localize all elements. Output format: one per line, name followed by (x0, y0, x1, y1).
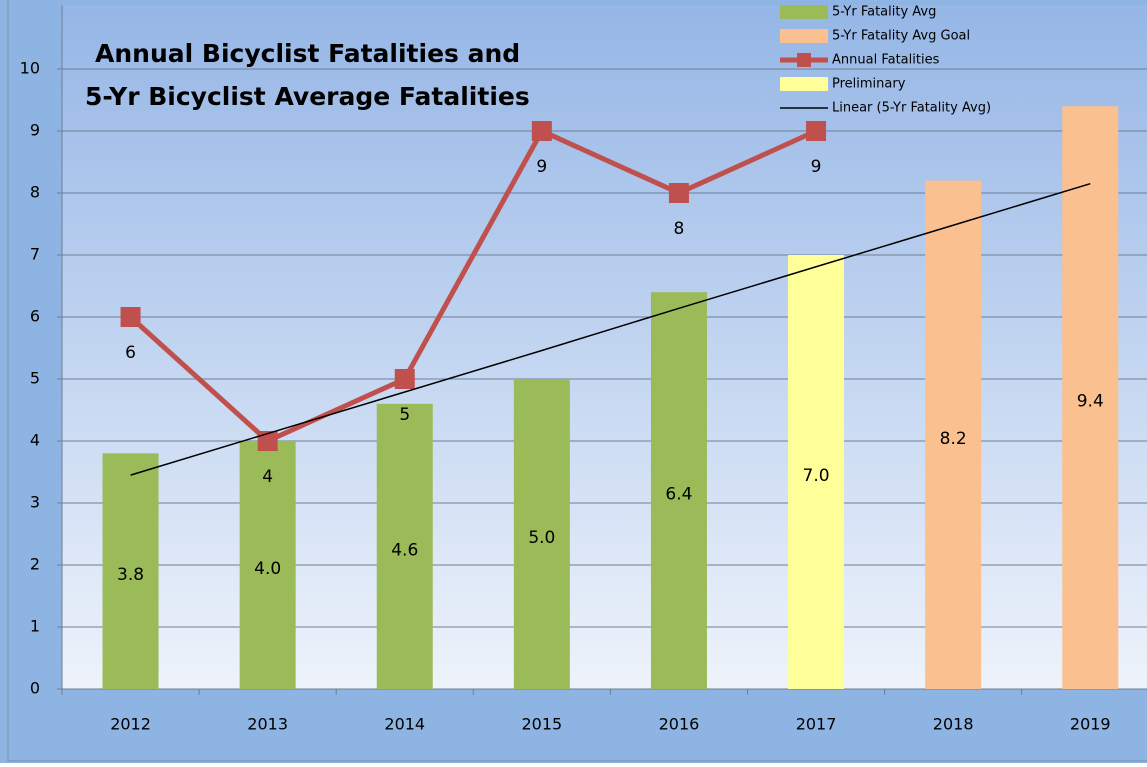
y-tick-label: 7 (30, 245, 40, 264)
data-label: 9.4 (1077, 392, 1104, 412)
x-tick-label: 2013 (247, 715, 288, 734)
marker (120, 307, 141, 327)
bar (925, 180, 982, 689)
marker (668, 183, 689, 203)
y-tick-label: 3 (30, 493, 40, 512)
legend-label: Preliminary (832, 77, 906, 92)
x-tick-label: 2015 (521, 715, 562, 734)
y-tick-label: 2 (30, 555, 40, 574)
bar (788, 255, 845, 689)
legend-label: Annual Fatalities (832, 53, 940, 68)
bar (1062, 106, 1119, 689)
data-label: 5.0 (528, 528, 555, 548)
data-label: 8.2 (940, 429, 967, 449)
data-label: 4.0 (254, 559, 281, 579)
y-tick-label: 1 (30, 617, 40, 636)
legend-label: 5-Yr Fatality Avg (832, 5, 936, 20)
legend-label: Linear (5-Yr Fatality Avg) (832, 101, 991, 116)
data-label: 7.0 (803, 466, 830, 486)
legend-swatch (780, 29, 828, 43)
x-tick-label: 2016 (659, 715, 700, 734)
legend-swatch (797, 53, 811, 67)
trend-line (130, 182, 1091, 476)
data-label: 6.4 (665, 485, 692, 505)
y-tick-label: 6 (30, 307, 40, 326)
frame (7, 0, 1147, 762)
data-label: 9 (536, 157, 547, 177)
marker (257, 431, 278, 451)
bar (239, 441, 296, 689)
data-label: 8 (674, 219, 685, 239)
data-label: 3.8 (117, 565, 144, 585)
x-tick-label: 2012 (110, 715, 151, 734)
data-label: 5 (399, 405, 410, 425)
y-tick-label: 9 (30, 121, 40, 140)
y-tick-label: 0 (30, 679, 40, 698)
legend-label: 5-Yr Fatality Avg Goal (832, 29, 970, 44)
data-label: 6 (125, 343, 136, 363)
bar (376, 403, 433, 689)
y-tick-label: 10 (20, 59, 40, 78)
x-tick-label: 2014 (384, 715, 425, 734)
data-label: 9 (811, 157, 822, 177)
legend-swatch (780, 5, 828, 19)
legend-swatch (780, 77, 828, 91)
data-label: 4 (262, 467, 273, 487)
x-tick-label: 2019 (1070, 715, 1111, 734)
bar (102, 453, 159, 689)
x-tick-label: 2017 (796, 715, 837, 734)
data-label: 4.6 (391, 540, 418, 560)
x-tick-label: 2018 (933, 715, 974, 734)
y-tick-label: 4 (30, 431, 40, 450)
bar (513, 379, 570, 689)
marker (806, 121, 827, 141)
bar (650, 292, 707, 689)
chart-title: Annual Bicyclist Fatalities and (95, 39, 520, 68)
y-tick-label: 8 (30, 183, 40, 202)
chart-title: 5-Yr Bicyclist Average Fatalities (85, 82, 530, 111)
marker (394, 369, 415, 389)
y-tick-label: 5 (30, 369, 40, 388)
line (128, 127, 818, 444)
marker (531, 121, 552, 141)
